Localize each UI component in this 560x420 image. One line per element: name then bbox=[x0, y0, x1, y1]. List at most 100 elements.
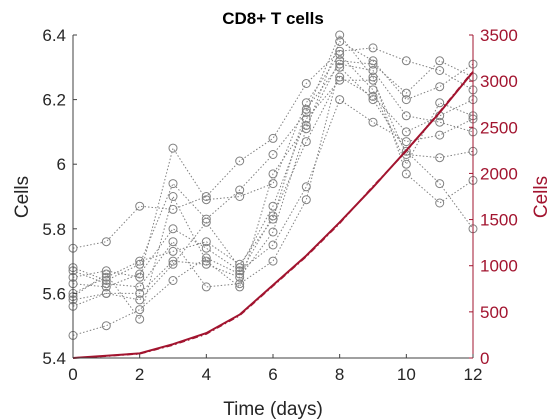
series-9-point bbox=[101, 276, 111, 285]
series-1-point bbox=[301, 195, 311, 205]
series-line-8 bbox=[72, 79, 474, 307]
series-7-point bbox=[168, 143, 178, 153]
series-7-point bbox=[268, 179, 278, 189]
series-10-point bbox=[201, 256, 211, 266]
series-line-4 bbox=[72, 40, 474, 301]
axes-layer: 0 2 4 6 8 10 12 5.4 5.6 5.8 6 6.2 6.4 0 500 1000 1500 200… bbox=[42, 26, 517, 384]
series-8-point bbox=[235, 263, 245, 273]
series-line-1 bbox=[72, 66, 474, 288]
series-1-point bbox=[435, 179, 445, 189]
series-3-point bbox=[135, 269, 145, 279]
series-line-5 bbox=[72, 76, 474, 336]
series-5-point bbox=[135, 305, 145, 315]
series-1-point bbox=[401, 146, 411, 156]
series-1-point bbox=[168, 237, 178, 247]
right-y-tick-label: 3000 bbox=[480, 72, 518, 91]
series-2-point bbox=[401, 56, 411, 66]
series-9-point bbox=[201, 214, 211, 224]
series-4-point bbox=[168, 256, 178, 266]
series-7-point bbox=[301, 98, 311, 108]
left-y-tick-label: 6.4 bbox=[42, 26, 66, 45]
series-7-point bbox=[135, 272, 145, 282]
series-3-point bbox=[168, 224, 178, 234]
series-3-point bbox=[201, 243, 211, 253]
series-5-point bbox=[301, 137, 311, 147]
series-7-point bbox=[101, 266, 111, 276]
right-y-tick-label: 3500 bbox=[480, 26, 518, 45]
right-y-tick-label: 2500 bbox=[480, 118, 518, 137]
series-4-point bbox=[368, 56, 378, 66]
series-6-point bbox=[168, 246, 178, 256]
series-9-point bbox=[268, 150, 278, 159]
series-4-point bbox=[135, 288, 145, 298]
x-axis-label: Time (days) bbox=[223, 399, 323, 420]
series-2-point bbox=[301, 79, 311, 88]
series-10-point bbox=[168, 192, 178, 201]
series-9-point bbox=[301, 108, 311, 117]
series-8-point bbox=[101, 288, 111, 298]
left-y-tick-label: 5.8 bbox=[42, 220, 66, 239]
right-y-tick-label: 500 bbox=[480, 303, 508, 322]
series-6-point bbox=[368, 66, 378, 75]
chart-title: CD8+ T cells bbox=[222, 9, 324, 28]
series-5-point bbox=[368, 91, 378, 101]
x-tick-label: 2 bbox=[135, 365, 144, 384]
series-10-point bbox=[335, 56, 345, 66]
series-2-point bbox=[235, 156, 245, 166]
series-10-point bbox=[401, 88, 411, 98]
left-y-axis-label: Cells bbox=[12, 176, 33, 218]
series-8-point bbox=[301, 114, 311, 124]
series-9-point bbox=[235, 185, 245, 195]
series-1-point bbox=[268, 256, 278, 266]
series-4-point bbox=[401, 95, 411, 105]
right-y-tick-label: 1500 bbox=[480, 211, 518, 230]
series-5-point bbox=[168, 276, 178, 285]
right-y-tick-label: 2000 bbox=[480, 164, 518, 183]
right-y-tick-label: 0 bbox=[480, 349, 489, 368]
series-1-point bbox=[368, 95, 378, 105]
series-line-6 bbox=[72, 63, 474, 294]
series-8-point bbox=[435, 153, 445, 163]
series-5-point bbox=[101, 321, 111, 331]
series-10-point bbox=[435, 56, 445, 66]
series-8-point bbox=[201, 217, 211, 227]
series-10-point bbox=[101, 269, 111, 279]
right-y-tick-label: 1000 bbox=[480, 257, 518, 276]
series-2-point bbox=[435, 66, 445, 75]
series-2-point bbox=[368, 43, 378, 53]
series-line-2 bbox=[72, 47, 474, 249]
right-series-line-2 bbox=[72, 70, 474, 359]
series-10-point bbox=[268, 169, 278, 179]
series-9-point bbox=[368, 72, 378, 82]
series-9-point bbox=[135, 259, 145, 269]
series-5-point bbox=[235, 269, 245, 279]
series-10-point bbox=[235, 282, 245, 292]
series-3-point bbox=[101, 282, 111, 292]
series-1-point bbox=[135, 282, 145, 292]
series-7-point bbox=[335, 49, 345, 59]
series-5-point bbox=[401, 127, 411, 137]
series-6-point bbox=[335, 59, 345, 69]
plot-layer bbox=[68, 30, 478, 359]
series-7-point bbox=[435, 98, 445, 108]
series-2-point bbox=[101, 237, 111, 247]
series-4-point bbox=[335, 37, 345, 46]
series-2-point bbox=[268, 133, 278, 143]
x-tick-label: 12 bbox=[464, 365, 483, 384]
left-y-tick-label: 6.2 bbox=[42, 91, 66, 110]
series-line-3 bbox=[72, 98, 474, 288]
series-8-point bbox=[368, 75, 378, 85]
series-3-point bbox=[435, 130, 445, 140]
series-4-point bbox=[268, 227, 278, 237]
series-6-point bbox=[201, 237, 211, 247]
series-1-point bbox=[335, 62, 345, 72]
series-3-point bbox=[368, 117, 378, 127]
series-10-point bbox=[135, 314, 145, 324]
series-8-point bbox=[335, 75, 345, 85]
left-y-tick-label: 5.6 bbox=[42, 284, 66, 303]
series-2-point bbox=[135, 201, 145, 211]
series-8-point bbox=[268, 201, 278, 211]
x-tick-label: 0 bbox=[68, 365, 77, 384]
